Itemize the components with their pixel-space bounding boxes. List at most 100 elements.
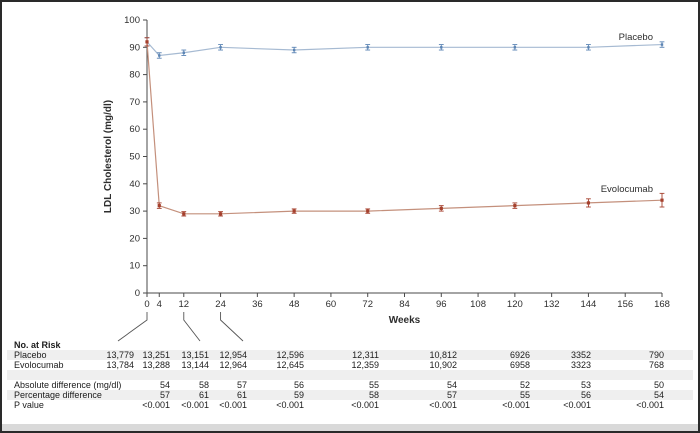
data-point-marker [158,54,161,57]
evolocumab-line [146,41,663,215]
risk-value-week-12: 13,151 [181,350,209,360]
risk-value-week-4: 13,251 [142,350,170,360]
risk-value-week-120: 55 [519,390,530,400]
x-tick-label: 0 [144,299,149,310]
risk-value-week-4: 57 [159,390,170,400]
row-label: Absolute difference (mg/dl) [14,380,122,390]
bottom-divider [2,424,698,431]
x-tick-label: 168 [654,299,670,310]
risk-value-week-12: 58 [198,380,209,390]
x-tick-label: 120 [507,299,523,310]
x-tick-label: 108 [470,299,486,310]
risk-row-evolocumab: Evolocumab 13,784 13,288 13,144 12,964 12,645… [7,360,693,370]
y-tick-label: 80 [129,70,140,81]
risk-value-week-48: 12,645 [276,360,304,370]
y-tick-label: 10 [129,261,140,272]
tick-to-column-connector [183,312,201,342]
data-point-marker [157,204,161,208]
data-point-marker [586,201,591,205]
row-label: Evolocumab [14,360,64,370]
x-tick-label: 96 [436,299,447,310]
x-tick-label: 144 [580,299,596,310]
data-point-marker [292,209,296,213]
risk-value-week-120: 6958 [509,360,530,370]
risk-value-week-144: 3352 [570,350,591,360]
data-point-marker [182,51,185,54]
placebo-series: Placebo [144,32,665,59]
placebo-label: Placebo [619,32,653,43]
placebo-line [146,41,663,57]
risk-value-week-48: 59 [293,390,304,400]
x-tick-label: 12 [178,299,189,310]
risk-value-week-96: 54 [446,380,457,390]
x-tick-label: 156 [617,299,633,310]
x-tick-label: 24 [215,299,226,310]
data-point-marker [218,212,223,216]
risk-value-week-48: <0.001 [276,400,304,410]
data-point-marker [145,40,149,44]
number-at-risk-table: No. at Risk Placebo 13,779 13,251 13,151 12,9… [2,340,698,410]
absolute-difference-row: Absolute difference (mg/dl) 54 58 57 56 55 54 5… [7,380,693,390]
risk-value-week-144: 3323 [570,360,591,370]
row-label: Placebo [14,350,47,360]
risk-value-week-0: 13,784 [106,360,134,370]
risk-value-week-168: 50 [653,380,664,390]
risk-value-week-12: 13,144 [181,360,209,370]
y-tick-label: 40 [129,179,140,190]
y-tick-label: 50 [129,152,140,163]
risk-value-week-72: 55 [368,380,379,390]
data-point-marker [660,43,664,46]
risk-value-week-120: 52 [519,380,530,390]
x-tick-label: 132 [544,299,560,310]
y-tick-label: 60 [129,124,140,135]
data-point-marker [366,209,370,213]
tick-to-column-connector [220,312,244,342]
data-point-marker [219,46,222,49]
risk-value-week-4: 54 [159,380,170,390]
risk-value-week-168: 768 [648,360,664,370]
risk-value-week-12: 61 [198,390,209,400]
risk-value-week-24: 57 [236,380,247,390]
risk-value-week-24: 12,954 [219,350,247,360]
evolocumab-series: Evolocumab [144,37,665,217]
p-value-row: P value <0.001 <0.001 <0.001 <0.001 <0.001 <0.… [7,400,693,410]
risk-value-week-72: 12,311 [352,350,379,360]
data-point-marker [439,206,443,210]
data-point-marker [366,46,369,49]
risk-value-week-168: 790 [648,350,664,360]
data-point-marker [660,198,664,202]
risk-value-week-144: 53 [580,380,591,390]
y-tick-label: 20 [129,233,140,244]
risk-value-week-96: 10,902 [429,360,457,370]
risk-value-week-4: 13,288 [142,360,170,370]
risk-value-week-12: <0.001 [181,400,209,410]
risk-value-week-144: 56 [580,390,591,400]
risk-value-week-24: <0.001 [219,400,247,410]
data-point-marker [587,46,590,49]
data-point-marker [513,46,517,49]
x-tick-label: 84 [399,299,410,310]
row-label: Percentage difference [14,390,102,400]
risk-value-week-144: <0.001 [563,400,591,410]
x-tick-label: 36 [252,299,263,310]
risk-value-week-48: 56 [293,380,304,390]
y-tick-label: 0 [135,288,140,299]
risk-value-week-96: 10,812 [429,350,457,360]
percentage-difference-row: Percentage difference 57 61 61 59 58 57 55 56 54 [7,390,693,400]
risk-value-week-4: <0.001 [142,400,170,410]
x-tick-label: 4 [157,299,162,310]
risk-value-week-96: 57 [446,390,457,400]
risk-value-week-48: 12,596 [276,350,304,360]
y-tick-label: 30 [129,206,140,217]
data-point-marker [513,204,517,208]
risk-value-week-72: 12,359 [351,360,379,370]
spacer-row [7,370,693,380]
x-tick-label: 72 [362,299,373,310]
x-tick-label: 48 [289,299,300,310]
risk-row-placebo: Placebo 13,779 13,251 13,151 12,954 12,596 12,… [7,350,693,360]
x-axis-title: Weeks [389,315,421,326]
risk-value-week-96: <0.001 [429,400,457,410]
risk-table-heading: No. at Risk [14,340,61,350]
